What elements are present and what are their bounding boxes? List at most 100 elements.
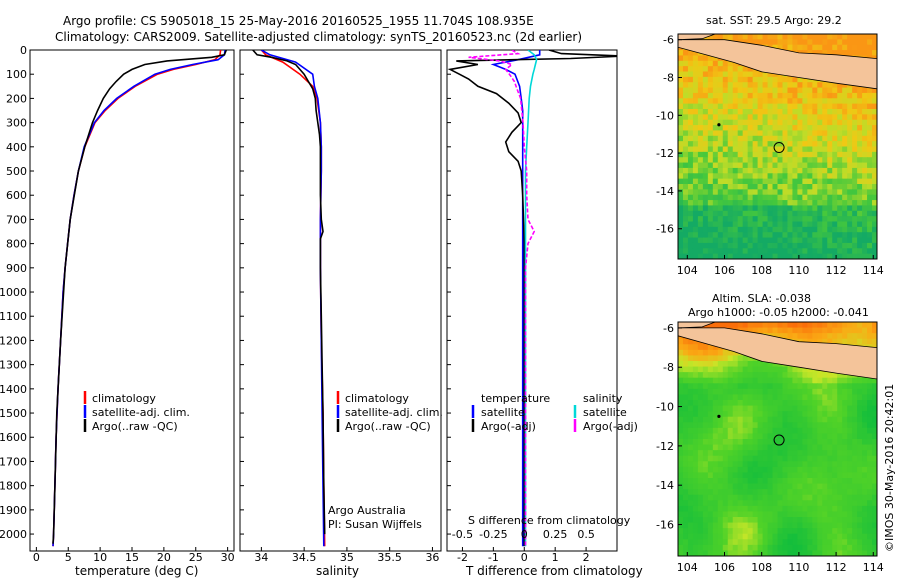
map-cell [747, 489, 754, 496]
map-cell [857, 483, 863, 490]
map-cell [847, 461, 853, 468]
map-cell [757, 141, 764, 148]
argo-position-marker [773, 434, 785, 446]
map-cell [687, 60, 694, 67]
map-cell [817, 489, 823, 496]
map-cell [737, 130, 744, 137]
map-cell [862, 450, 868, 457]
map-cell [712, 82, 719, 89]
map-cell [767, 383, 774, 390]
map-cell [707, 361, 714, 368]
map-cell [847, 146, 853, 153]
map-cell [697, 505, 704, 513]
map-cell [742, 87, 749, 94]
map-cell [852, 455, 858, 462]
map-cell [842, 109, 848, 115]
map-cell [762, 200, 769, 207]
map-cell [797, 327, 803, 334]
map-cell [812, 444, 818, 451]
map-cell [792, 517, 798, 524]
map-cell [812, 422, 818, 429]
map-cell [747, 248, 754, 255]
legend-label-satellite: satellite-adj. clim. [345, 406, 443, 419]
map-cell [807, 472, 813, 479]
map-cell [707, 544, 714, 552]
map-cell [697, 427, 704, 435]
map-cell [837, 210, 843, 217]
map-cell [832, 237, 838, 244]
map-cell [712, 400, 719, 407]
map-cell [827, 114, 833, 121]
map-cell [717, 394, 724, 401]
map-cell [757, 184, 764, 190]
map-cell [678, 226, 684, 233]
map-cell [678, 221, 684, 228]
map-cell [807, 210, 813, 217]
map-cell [807, 242, 813, 249]
map-cell [812, 400, 818, 407]
map-cell [872, 383, 877, 390]
map-cell [717, 377, 724, 384]
depth-tick-label: 1800 [0, 480, 27, 493]
map-cell [837, 232, 843, 239]
map-cell [697, 455, 704, 462]
map-cell [812, 450, 818, 457]
map-cell [732, 533, 739, 540]
map-cell [817, 242, 823, 249]
map-cell [732, 114, 739, 121]
map-cell [792, 146, 798, 153]
map-cell [702, 248, 709, 255]
map-cell [687, 76, 694, 83]
map-cell [822, 517, 828, 524]
map-cell [717, 372, 724, 379]
map-cell [817, 405, 823, 412]
map-cell [857, 248, 863, 255]
map-cell [692, 253, 699, 259]
map-cell [702, 539, 709, 546]
map-cell [837, 433, 843, 440]
map-cell [792, 372, 798, 379]
map-cell [817, 87, 823, 94]
map-cell [767, 109, 774, 115]
map-cell [757, 226, 764, 233]
map-cell [722, 494, 729, 501]
map-cell [802, 141, 808, 148]
map-cell [852, 135, 858, 142]
map-cell [722, 427, 729, 435]
map-cell [787, 450, 794, 457]
map-cell [717, 427, 724, 435]
map-cell [747, 483, 754, 490]
map-cell [867, 427, 873, 435]
map-cell [687, 416, 694, 423]
map-cell [752, 34, 759, 40]
map-cell [678, 216, 684, 223]
map-cell [682, 157, 689, 164]
map-cell [712, 427, 719, 435]
map-cell [757, 461, 764, 468]
map-cell [837, 528, 843, 535]
map-cell [727, 361, 734, 368]
map-cell [872, 200, 877, 207]
map-cell [697, 355, 704, 362]
map-cell [712, 349, 719, 357]
map-cell [687, 411, 694, 418]
map-cell [842, 372, 848, 379]
map-cell [782, 242, 789, 249]
map-cell [802, 455, 808, 462]
map-cell [717, 539, 724, 546]
map-cell [762, 478, 769, 485]
map-cell [807, 125, 813, 132]
map-cell [712, 439, 719, 446]
map-cell [682, 210, 689, 217]
map-cell [682, 433, 689, 440]
map-cell [802, 327, 808, 334]
map-cell [802, 125, 808, 132]
map-cell [692, 338, 699, 345]
map-cell [697, 194, 704, 201]
map-cell [737, 184, 744, 190]
map-cell [837, 151, 843, 158]
map-cell [702, 55, 709, 62]
map-cell [822, 167, 828, 174]
map-cell [867, 394, 873, 401]
map-cell [792, 483, 798, 490]
